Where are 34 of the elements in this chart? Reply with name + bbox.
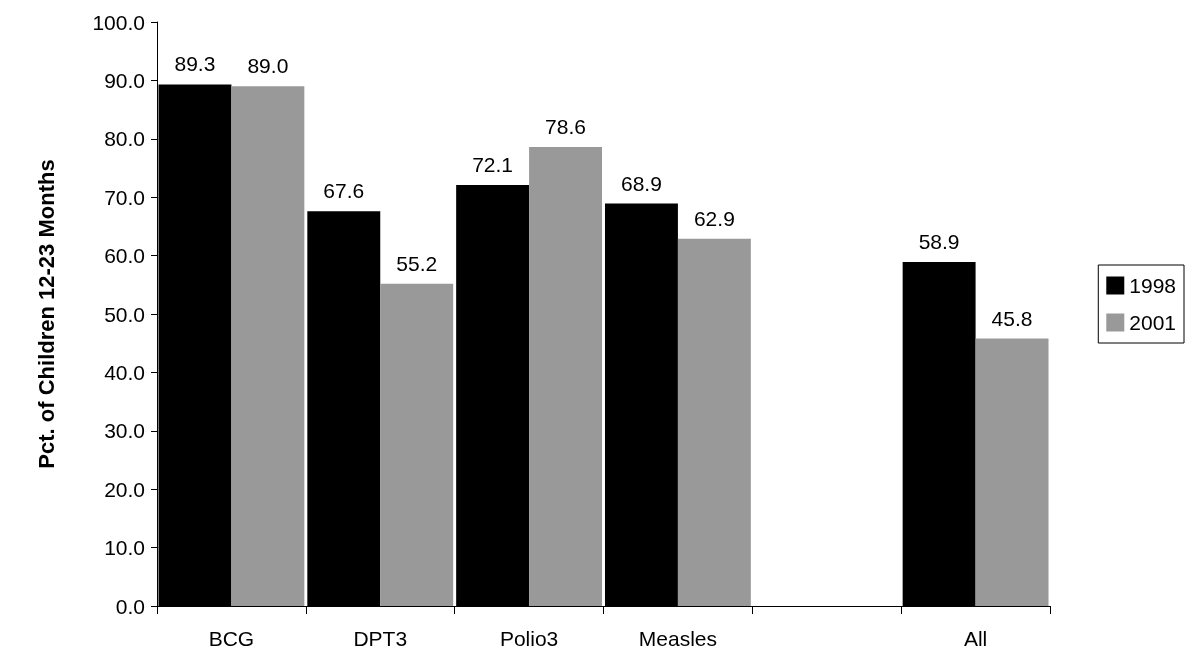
data-label: 55.2 bbox=[396, 251, 438, 275]
data-label: 89.0 bbox=[247, 54, 289, 78]
y-tick-label: 50.0 bbox=[104, 302, 145, 326]
x-tick-label: Measles bbox=[638, 627, 718, 650]
bar bbox=[380, 283, 454, 606]
x-tick-label: DPT3 bbox=[353, 627, 408, 650]
bar bbox=[529, 146, 603, 606]
y-tick-label: 60.0 bbox=[104, 244, 145, 268]
y-tick-label: 90.0 bbox=[104, 68, 145, 92]
bar bbox=[975, 338, 1049, 606]
x-tick-label: All bbox=[963, 627, 988, 650]
x-tick-label: BCG bbox=[208, 627, 255, 650]
bar bbox=[231, 86, 305, 606]
y-tick-label: 80.0 bbox=[104, 127, 145, 151]
data-label: 62.9 bbox=[693, 206, 735, 230]
data-label: 78.6 bbox=[545, 114, 586, 138]
data-label: 67.6 bbox=[323, 179, 365, 203]
data-label: 89.3 bbox=[174, 52, 216, 76]
legend-label: 2001 bbox=[1129, 311, 1176, 334]
data-label: 45.8 bbox=[991, 306, 1033, 330]
y-tick-label: 20.0 bbox=[104, 477, 145, 501]
data-label: 68.9 bbox=[621, 171, 662, 195]
y-axis-title: Pct. of Children 12-23 Months bbox=[33, 159, 59, 469]
y-tick-label: 30.0 bbox=[104, 419, 145, 443]
bar bbox=[677, 238, 751, 606]
y-tick-label: 70.0 bbox=[104, 185, 145, 209]
y-tick-label: 0.0 bbox=[115, 594, 145, 618]
data-label: 58.9 bbox=[918, 230, 960, 254]
y-tick-label: 100.0 bbox=[92, 10, 145, 34]
legend-label: 1998 bbox=[1129, 274, 1176, 297]
y-tick-label: 40.0 bbox=[104, 360, 145, 384]
x-tick-label: Polio3 bbox=[499, 627, 559, 650]
y-tick-label: 10.0 bbox=[104, 536, 145, 560]
data-label: 72.1 bbox=[472, 152, 514, 176]
